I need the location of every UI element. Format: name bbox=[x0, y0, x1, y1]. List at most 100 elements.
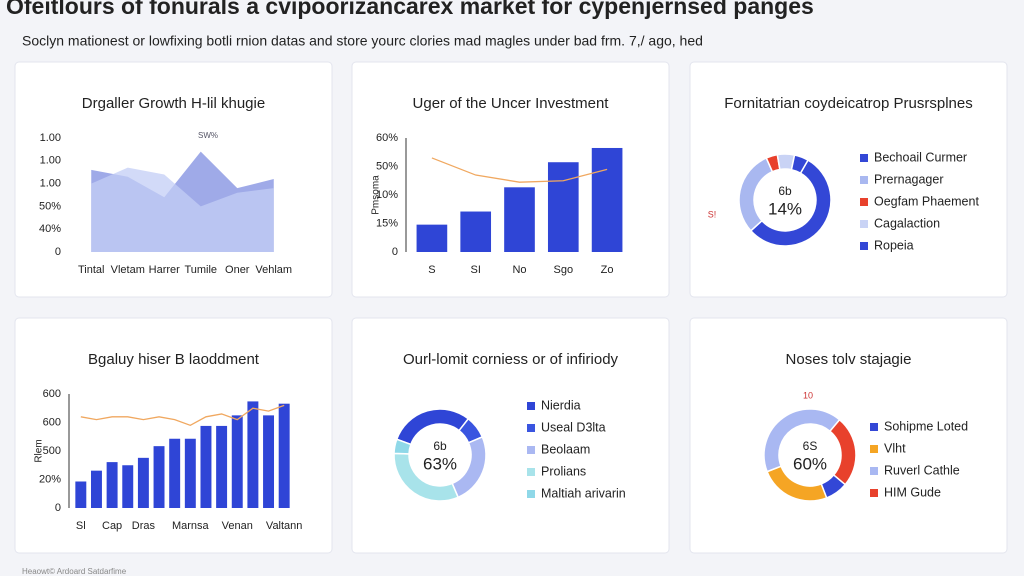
legend-swatch bbox=[860, 154, 868, 162]
x-tick-label: Tumile bbox=[184, 264, 217, 276]
bar bbox=[231, 415, 243, 508]
y-axis-label: Pmsoma bbox=[371, 175, 382, 215]
center-label: 6b bbox=[433, 439, 447, 453]
x-tick-label: Harrer bbox=[149, 264, 181, 276]
y-tick-label: 1.00 bbox=[40, 178, 61, 190]
y-axis-label: Rlem bbox=[34, 439, 45, 462]
legend-swatch bbox=[870, 467, 878, 475]
x-tick-label: Tintal bbox=[78, 264, 105, 276]
pie-slice bbox=[828, 418, 857, 486]
annotation: S! bbox=[708, 209, 717, 219]
center-label: 6S bbox=[803, 439, 818, 453]
x-tick-label: Zo bbox=[601, 264, 614, 276]
bar bbox=[416, 224, 448, 252]
bar bbox=[460, 211, 492, 252]
legend-label: Oegfam Phaement bbox=[874, 194, 979, 208]
bar bbox=[591, 147, 623, 252]
chart-title: Noses tolv stajagie bbox=[786, 351, 912, 368]
x-tick-label: S bbox=[428, 264, 435, 276]
center-label: 6b bbox=[778, 184, 792, 198]
legend-label: Vlht bbox=[884, 441, 906, 455]
x-tick-label: Sgo bbox=[554, 264, 574, 276]
bar bbox=[184, 438, 196, 508]
legend-swatch bbox=[870, 423, 878, 431]
y-tick-label: 50% bbox=[376, 160, 398, 172]
annotation: 10 bbox=[803, 390, 813, 400]
bar bbox=[106, 462, 118, 508]
x-tick-label: Cap bbox=[102, 520, 122, 532]
legend-swatch bbox=[527, 402, 535, 410]
y-tick-label: 20% bbox=[39, 473, 61, 485]
legend-swatch bbox=[870, 445, 878, 453]
legend-label: Nierdia bbox=[541, 398, 581, 412]
y-tick-label: 60% bbox=[376, 132, 398, 144]
x-tick-label: Oner bbox=[225, 264, 250, 276]
legend-label: Beolaam bbox=[541, 442, 590, 456]
chart-title: Ourl-lomit corniess or of infiriody bbox=[403, 351, 619, 368]
chart-title: Bgaluy hiser B laoddment bbox=[88, 351, 260, 368]
legend-swatch bbox=[860, 198, 868, 206]
legend-swatch bbox=[860, 176, 868, 184]
legend-label: Useal D3lta bbox=[541, 420, 606, 434]
x-tick-label: Venan bbox=[222, 520, 253, 532]
x-tick-label: Valtann bbox=[266, 520, 303, 532]
bar bbox=[216, 425, 228, 508]
x-tick-label: Marnsa bbox=[172, 520, 210, 532]
annotation: SW% bbox=[198, 131, 218, 140]
legend-label: Bechoail Curmer bbox=[874, 150, 967, 164]
x-tick-label: No bbox=[512, 264, 526, 276]
bar bbox=[263, 415, 275, 508]
line bbox=[80, 404, 285, 427]
bar bbox=[504, 187, 535, 252]
bar bbox=[278, 403, 290, 508]
bar bbox=[547, 162, 579, 252]
legend-label: Ropeia bbox=[874, 238, 914, 252]
y-tick-label: 600 bbox=[43, 416, 61, 428]
y-tick-label: 0 bbox=[55, 246, 61, 258]
area bbox=[91, 167, 274, 252]
y-tick-label: 600 bbox=[43, 388, 61, 400]
y-tick-label: 40% bbox=[39, 223, 61, 235]
legend-swatch bbox=[527, 424, 535, 432]
legend-label: Ruverl Cathle bbox=[884, 463, 960, 477]
chart-title: Fornitatrian coydeicatrop Prusrsplnes bbox=[724, 95, 972, 112]
legend-swatch bbox=[527, 468, 535, 476]
pie-slice bbox=[393, 438, 412, 455]
center-label: 14% bbox=[768, 199, 802, 218]
chart-title: Uger of the Uncer Investment bbox=[413, 95, 610, 112]
y-tick-label: 15% bbox=[376, 217, 398, 229]
legend-label: Sohipme Loted bbox=[884, 419, 968, 433]
pie-slice bbox=[749, 159, 832, 247]
chart-title: Drgaller Growth H-lil khugie bbox=[82, 95, 265, 112]
page-subtitle: Soclyn mationest or lowfixing botli rnio… bbox=[22, 33, 703, 49]
legend-label: Prolians bbox=[541, 464, 586, 478]
bar bbox=[200, 425, 212, 508]
legend-swatch bbox=[527, 446, 535, 454]
y-tick-label: 10% bbox=[376, 189, 398, 201]
x-tick-label: SI bbox=[470, 264, 480, 276]
bar bbox=[247, 401, 259, 508]
legend-swatch bbox=[860, 220, 868, 228]
legend-label: HIM Gude bbox=[884, 485, 941, 499]
legend-swatch bbox=[870, 489, 878, 497]
y-tick-label: 0 bbox=[392, 246, 398, 258]
legend-swatch bbox=[860, 242, 868, 250]
y-tick-label: 0 bbox=[55, 502, 61, 514]
y-tick-label: 50% bbox=[39, 200, 61, 212]
legend-swatch bbox=[527, 490, 535, 498]
bar bbox=[169, 438, 181, 508]
bar bbox=[90, 470, 102, 508]
legend-label: Cagalaction bbox=[874, 216, 940, 230]
x-tick-label: Sl bbox=[76, 520, 86, 532]
bar bbox=[137, 457, 149, 508]
y-tick-label: 500 bbox=[43, 445, 61, 457]
bar bbox=[122, 465, 134, 508]
x-tick-label: Vletam bbox=[111, 264, 145, 276]
x-tick-label: Vehlam bbox=[255, 264, 292, 276]
y-tick-label: 1.00 bbox=[40, 132, 61, 144]
line bbox=[431, 157, 608, 183]
footer: Heaowt© Ardoard Satdarfime bbox=[22, 567, 127, 576]
pie-slice bbox=[790, 154, 810, 175]
x-tick-label: Dras bbox=[132, 520, 156, 532]
